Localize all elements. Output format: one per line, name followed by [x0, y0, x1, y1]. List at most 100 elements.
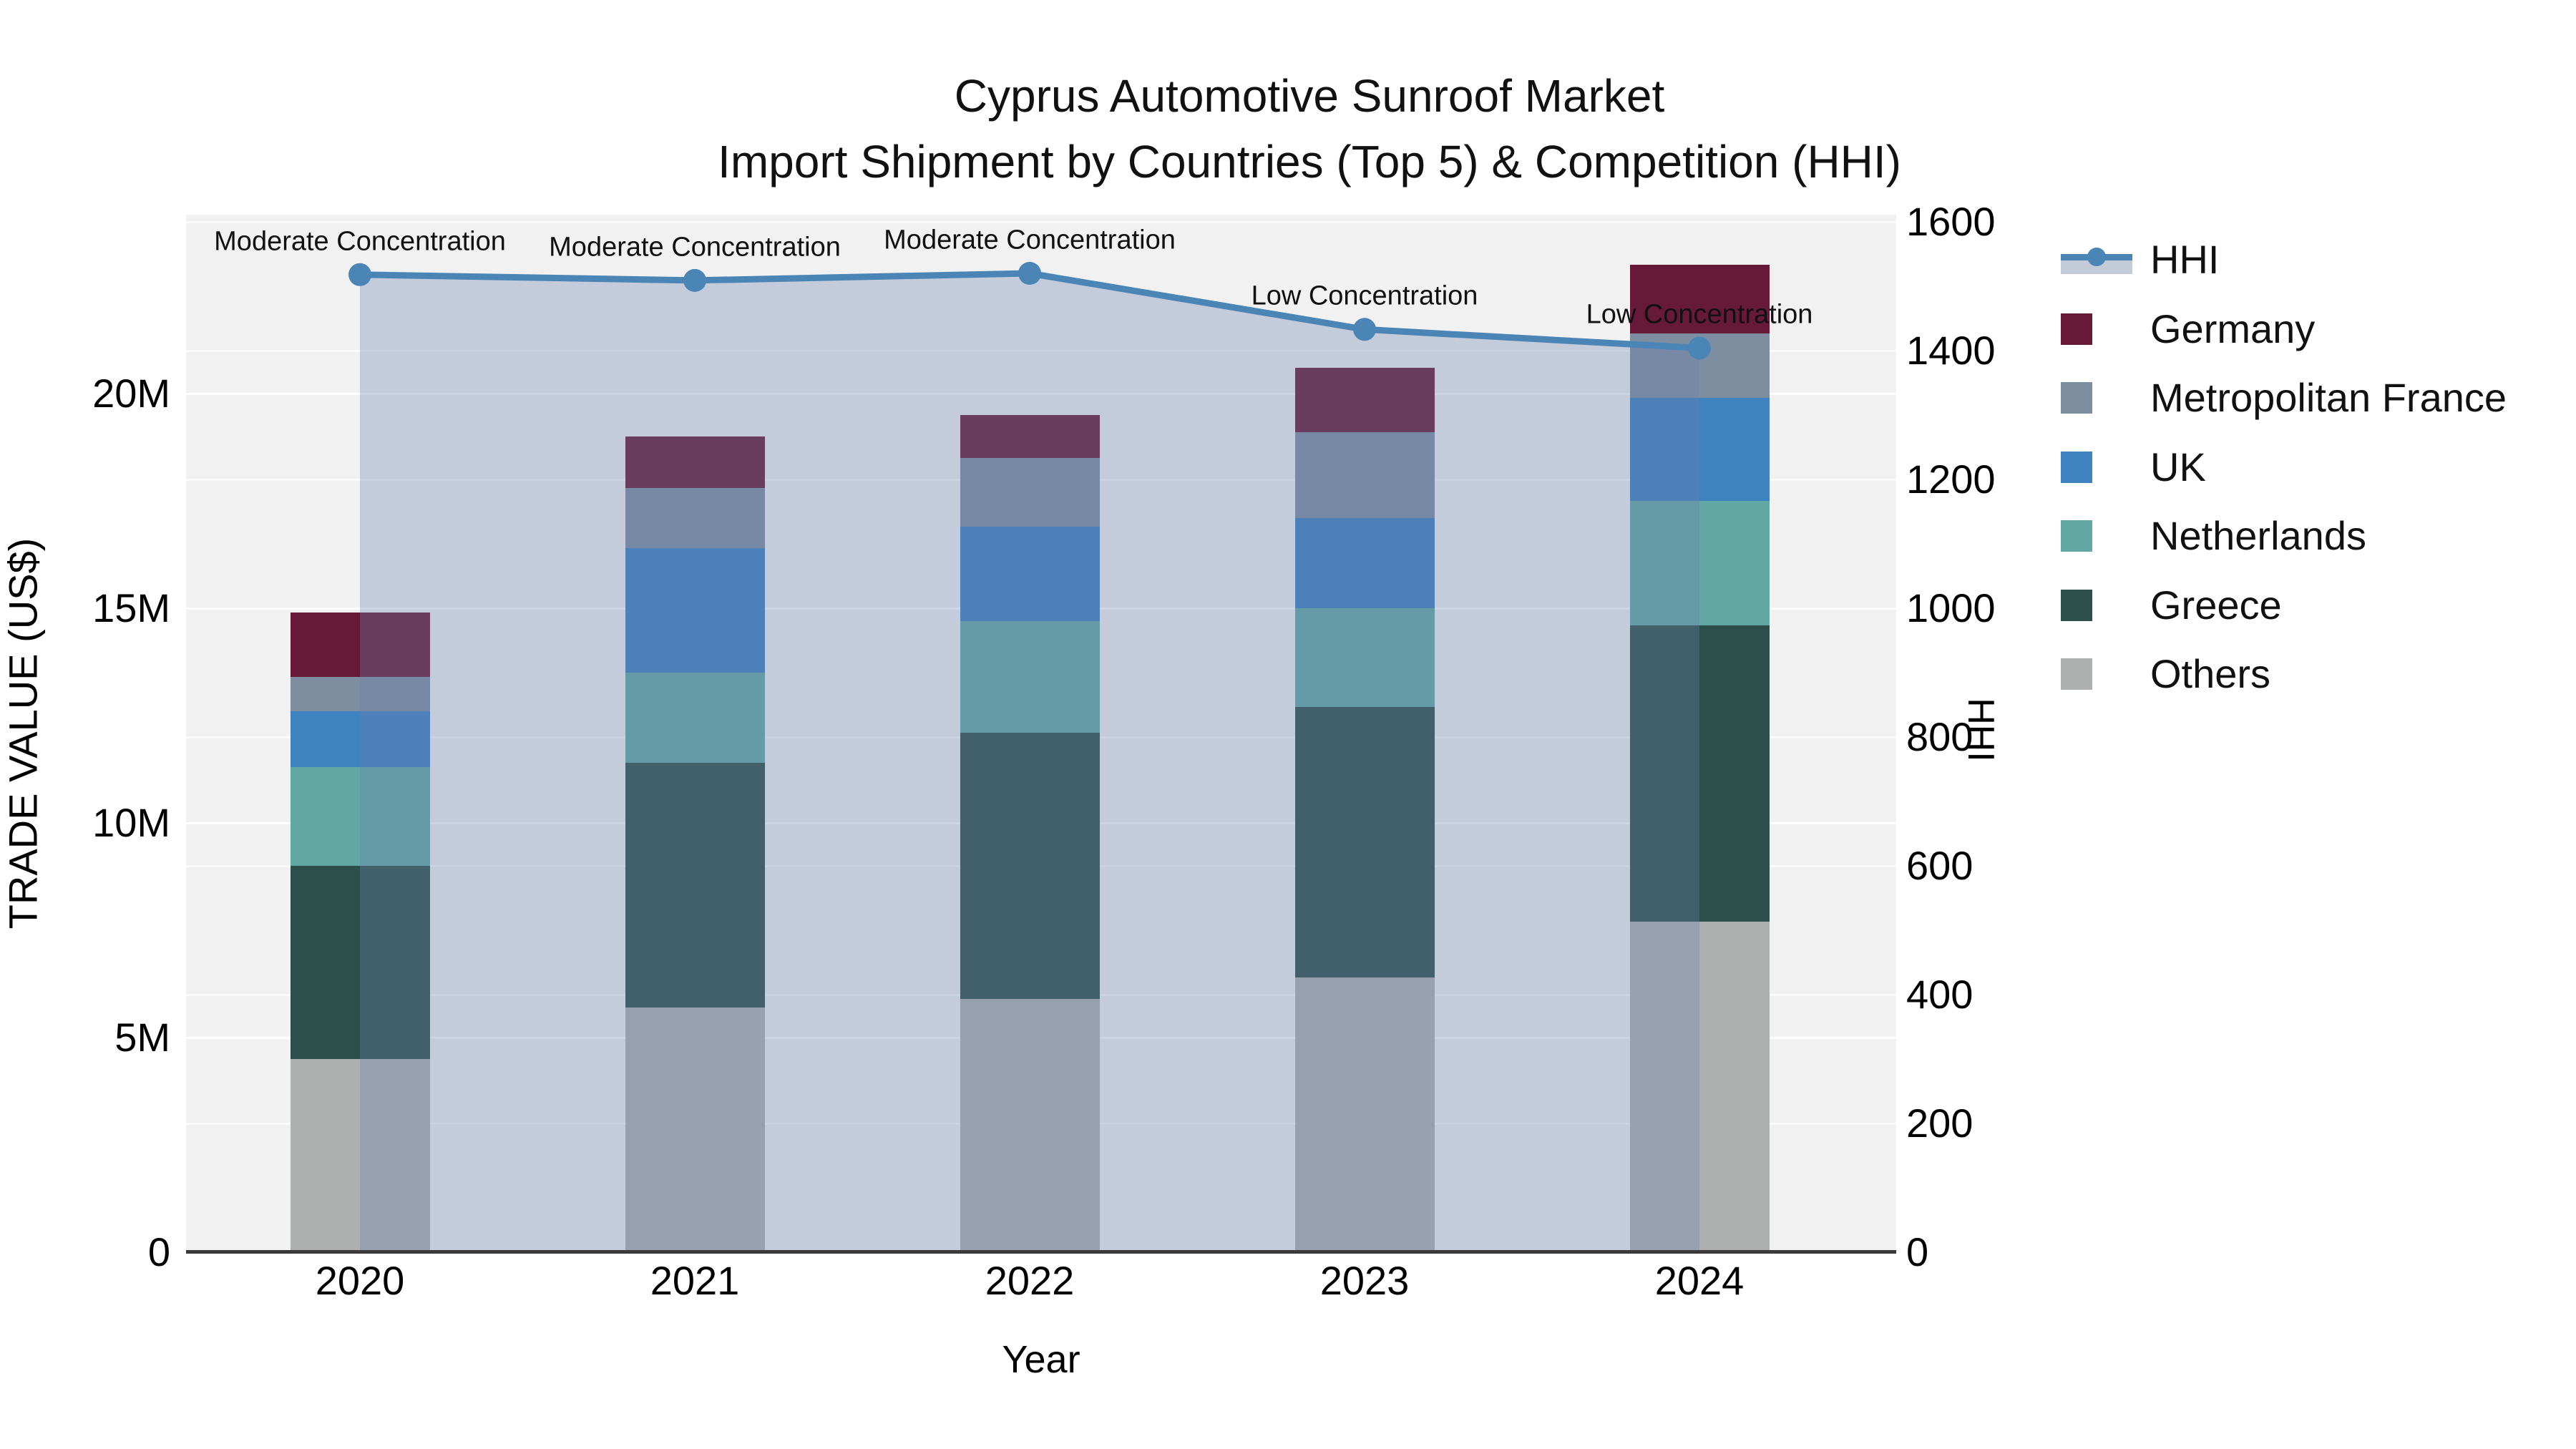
legend-item-hhi: HHI	[2061, 225, 2507, 295]
bar-segment-2024-greece	[1629, 625, 1770, 922]
legend-swatch-box	[2061, 589, 2136, 621]
annotation-2020: Moderate Concentration	[214, 226, 506, 257]
bar-segment-2022-uk	[960, 527, 1100, 621]
bar-segment-2022-others	[960, 999, 1100, 1252]
chart-title: Cyprus Automotive Sunroof Market Import …	[594, 63, 2025, 195]
bar-segment-2024-uk	[1629, 398, 1770, 501]
legend-swatch-box	[2061, 313, 2136, 345]
bar-segment-2020-metropolitan-france	[290, 677, 430, 711]
legend-color-swatch-others	[2061, 658, 2092, 691]
y-right-tick-1600: 1600	[1906, 199, 1996, 244]
x-axis-line	[186, 1250, 1896, 1254]
hhi-area-fill	[360, 273, 1699, 1252]
legend-swatch-box	[2061, 658, 2136, 691]
bar-segment-2023-netherlands	[1294, 608, 1435, 707]
gridline-hhi-1600	[186, 220, 1896, 223]
chart-title-line2: Import Shipment by Countries (Top 5) & C…	[718, 136, 1901, 187]
bar-segment-2022-germany	[960, 415, 1100, 458]
legend-item-others: Others	[2061, 640, 2507, 709]
legend-label-uk: UK	[2150, 444, 2206, 489]
bar-segment-2024-netherlands	[1629, 501, 1770, 625]
legend-label-hhi: HHI	[2150, 237, 2220, 283]
gridline-hhi-1400	[186, 349, 1896, 352]
bar-segment-2021-metropolitan-france	[625, 488, 765, 548]
bar-segment-2023-others	[1294, 977, 1435, 1252]
bar-segment-2023-greece	[1294, 707, 1435, 977]
bar-segment-2021-greece	[625, 763, 765, 1008]
legend-color-swatch-greece	[2061, 589, 2092, 621]
x-tick-2021: 2021	[650, 1258, 740, 1303]
y-right-tick-1000: 1000	[1906, 585, 1996, 630]
y-left-tick-15M: 15M	[92, 585, 170, 630]
x-tick-2024: 2024	[1654, 1258, 1745, 1303]
y-left-tick-20M: 20M	[92, 371, 170, 416]
legend-color-swatch-uk	[2061, 451, 2092, 483]
hhi-line-swatch-icon	[2061, 243, 2132, 277]
y-right-tick-1400: 1400	[1906, 328, 1996, 373]
legend: HHI Germany Metropolitan France UK Netherlan…	[2061, 225, 2507, 709]
legend-item-uk: UK	[2061, 433, 2507, 502]
annotation-2023: Low Concentration	[1251, 280, 1478, 311]
hhi-marker-swatch	[2087, 248, 2106, 267]
bar-segment-2023-germany	[1294, 368, 1435, 432]
bar-segment-2021-others	[625, 1008, 765, 1252]
bar-segment-2021-uk	[625, 548, 765, 673]
bar-segment-2020-netherlands	[290, 767, 430, 866]
legend-swatch-box	[2061, 382, 2136, 414]
legend-item-greece: Greece	[2061, 571, 2507, 640]
hhi-marker-2022	[1018, 262, 1041, 285]
bar-segment-2023-uk	[1294, 518, 1435, 608]
y-right-tick-1200: 1200	[1906, 457, 1996, 502]
hhi-line-layer	[348, 262, 1711, 1252]
annotation-2022: Moderate Concentration	[884, 225, 1176, 255]
y-right-tick-600: 600	[1906, 843, 1974, 888]
legend-swatch-box	[2061, 520, 2136, 552]
hhi-marker-2023	[1353, 318, 1376, 341]
hhi-marker-2024	[1688, 336, 1711, 360]
bar-segment-2021-netherlands	[625, 673, 765, 763]
y-right-tick-800: 800	[1906, 714, 1974, 759]
y-right-tick-400: 400	[1906, 972, 1974, 1017]
gridline-trade-20M	[186, 392, 1896, 395]
legend-color-swatch-germany	[2061, 313, 2092, 345]
annotation-2021: Moderate Concentration	[549, 232, 841, 263]
legend-label-others: Others	[2150, 651, 2271, 697]
x-axis-title: Year	[1002, 1338, 1080, 1381]
y-left-tick-0: 0	[147, 1229, 170, 1274]
bar-segment-2022-metropolitan-france	[960, 458, 1100, 527]
x-tick-2020: 2020	[315, 1258, 405, 1303]
bar-segment-2022-netherlands	[960, 621, 1100, 733]
legend-swatch-box	[2061, 243, 2136, 277]
y-right-tick-200: 200	[1906, 1101, 1974, 1146]
legend-label-greece: Greece	[2150, 582, 2282, 628]
y-left-tick-5M: 5M	[114, 1015, 170, 1060]
legend-color-swatch-netherlands	[2061, 520, 2092, 552]
legend-label-metropolitan-france: Metropolitan France	[2150, 375, 2507, 421]
y-left-tick-10M: 10M	[92, 800, 170, 845]
bar-segment-2022-greece	[960, 733, 1100, 999]
hhi-marker-2020	[348, 263, 371, 286]
y-right-tick-0: 0	[1906, 1229, 1929, 1274]
legend-label-netherlands: Netherlands	[2150, 513, 2366, 559]
legend-color-swatch-metropolitan-france	[2061, 382, 2092, 414]
bar-segment-2024-others	[1629, 922, 1770, 1252]
chart-title-line1: Cyprus Automotive Sunroof Market	[954, 70, 1665, 122]
legend-label-germany: Germany	[2150, 306, 2316, 351]
annotation-2024: Low Concentration	[1586, 299, 1813, 330]
legend-item-germany: Germany	[2061, 295, 2507, 364]
bar-segment-2020-germany	[290, 613, 430, 677]
hhi-marker-2021	[683, 268, 706, 292]
bar-segment-2020-uk	[290, 711, 430, 767]
bar-segment-2023-metropolitan-france	[1294, 432, 1435, 518]
plot-area	[186, 215, 1896, 1252]
x-tick-2022: 2022	[985, 1258, 1075, 1303]
bar-segment-2021-germany	[625, 436, 765, 488]
x-tick-2023: 2023	[1319, 1258, 1410, 1303]
bar-segment-2020-greece	[290, 866, 430, 1059]
legend-swatch-box	[2061, 451, 2136, 483]
legend-item-metropolitan-france: Metropolitan France	[2061, 364, 2507, 433]
legend-item-netherlands: Netherlands	[2061, 502, 2507, 571]
bar-segment-2020-others	[290, 1059, 430, 1252]
bar-segment-2024-germany	[1629, 265, 1770, 333]
